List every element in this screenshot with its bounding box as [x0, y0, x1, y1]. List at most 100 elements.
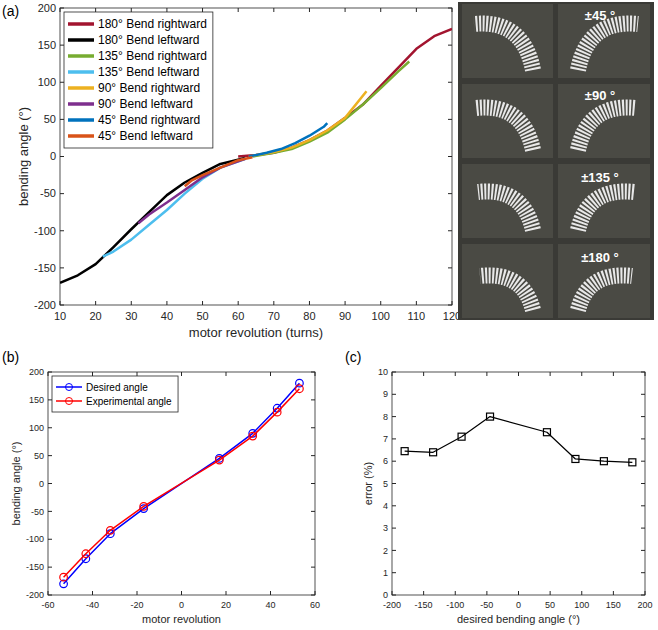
x-tick-label: 100: [372, 310, 390, 322]
series-line: [252, 61, 409, 156]
y-tick: [448, 119, 452, 120]
x-tick-label: -40: [86, 600, 99, 610]
y-tick: [448, 267, 452, 268]
series-line: [249, 91, 367, 156]
x-tick-label: 50: [545, 600, 555, 610]
y-tick: [392, 572, 396, 573]
marker: [401, 448, 408, 455]
legend-swatch: [56, 386, 82, 388]
y-tick-label: 150: [38, 39, 56, 51]
x-axis-title: motor revolution: [142, 613, 221, 625]
y-tick-label: 0: [50, 150, 56, 162]
y-tick: [60, 193, 64, 194]
y-axis-title: error (%): [362, 462, 374, 505]
x-tick-label: -150: [415, 600, 433, 610]
y-tick-label: 9: [383, 389, 388, 399]
y-tick: [60, 45, 64, 46]
legend-label: 90° Bend rightward: [98, 81, 200, 95]
x-tick: [181, 591, 182, 595]
data-group: [401, 413, 636, 466]
y-tick: [311, 455, 315, 456]
y-axis-title: bending angle (°): [16, 107, 31, 206]
y-tick-label: 6: [383, 456, 388, 466]
x-tick: [423, 591, 424, 595]
y-tick: [392, 438, 396, 439]
y-tick: [48, 455, 52, 456]
y-tick-label: -150: [34, 262, 56, 274]
legend-swatch: [68, 118, 94, 122]
x-tick-label: -100: [446, 600, 464, 610]
figure: 102030405060708090100110120-200-150-100-…: [0, 0, 658, 630]
photo: [558, 84, 650, 158]
legend-swatch: [66, 398, 73, 405]
legend-swatch: [68, 102, 94, 106]
photo: [462, 244, 553, 318]
y-tick-label: -200: [34, 299, 56, 311]
y-tick: [448, 82, 452, 83]
x-tick: [166, 8, 167, 12]
x-tick: [455, 591, 456, 595]
marker: [430, 449, 437, 456]
photo: [558, 244, 650, 318]
legend-label: 180° Bend rightward: [98, 17, 207, 31]
x-tick: [416, 8, 417, 12]
legend-swatch: [56, 400, 82, 402]
x-tick: [137, 372, 138, 376]
x-tick: [345, 301, 346, 305]
x-tick-label: -50: [480, 600, 493, 610]
photos: ±45 °±90 °±135 °±180 °: [458, 2, 654, 320]
legend-swatch: [68, 38, 94, 42]
series-line: [405, 417, 633, 463]
y-tick: [448, 156, 452, 157]
x-tick-label: 200: [637, 600, 652, 610]
panel: -200-150-100-50050100150200012345678910d…: [345, 349, 653, 625]
x-tick-label: 100: [574, 600, 589, 610]
x-tick: [226, 372, 227, 376]
x-tick: [238, 8, 239, 12]
y-tick: [60, 82, 64, 83]
x-axis-title: motor revolution (turns): [189, 325, 323, 340]
y-tick-label: -100: [34, 225, 56, 237]
y-tick: [48, 399, 52, 400]
y-tick: [448, 193, 452, 194]
legend-box: [64, 12, 213, 148]
x-tick-label: 10: [54, 310, 66, 322]
panel: 102030405060708090100110120-200-150-100-…: [2, 2, 461, 340]
legend-label: 135° Bend rightward: [98, 49, 207, 63]
marker: [629, 459, 636, 466]
y-tick-label: 1: [383, 568, 388, 578]
legend-label: Desired angle: [86, 382, 148, 393]
x-tick: [270, 591, 271, 595]
x-tick: [131, 8, 132, 12]
y-tick-label: 50: [34, 451, 44, 461]
x-tick: [550, 591, 551, 595]
y-tick: [641, 461, 645, 462]
y-tick: [392, 416, 396, 417]
series-line: [64, 389, 300, 577]
x-tick-label: 20: [90, 310, 102, 322]
x-tick-label: 40: [265, 600, 275, 610]
y-tick-label: -150: [26, 562, 44, 572]
y-tick: [448, 230, 452, 231]
y-tick-label: 0: [383, 590, 388, 600]
y-tick: [392, 461, 396, 462]
x-tick: [238, 301, 239, 305]
x-tick: [581, 372, 582, 376]
series-line: [238, 29, 452, 157]
y-tick: [60, 267, 64, 268]
x-tick-label: 50: [196, 310, 208, 322]
y-tick-label: 200: [38, 2, 56, 14]
x-tick: [486, 591, 487, 595]
y-tick: [48, 427, 52, 428]
photo-label: ±45 °: [585, 8, 615, 23]
x-tick: [92, 591, 93, 595]
legend-box: [52, 376, 178, 412]
x-tick-label: -200: [383, 600, 401, 610]
photo: [558, 4, 650, 78]
bellows: [578, 108, 636, 150]
y-tick: [641, 505, 645, 506]
x-tick-label: 0: [179, 600, 184, 610]
x-tick-label: 60: [232, 310, 244, 322]
panel: -60-40-200204060-200-150-100-50050100150…: [2, 349, 320, 625]
x-tick: [416, 301, 417, 305]
